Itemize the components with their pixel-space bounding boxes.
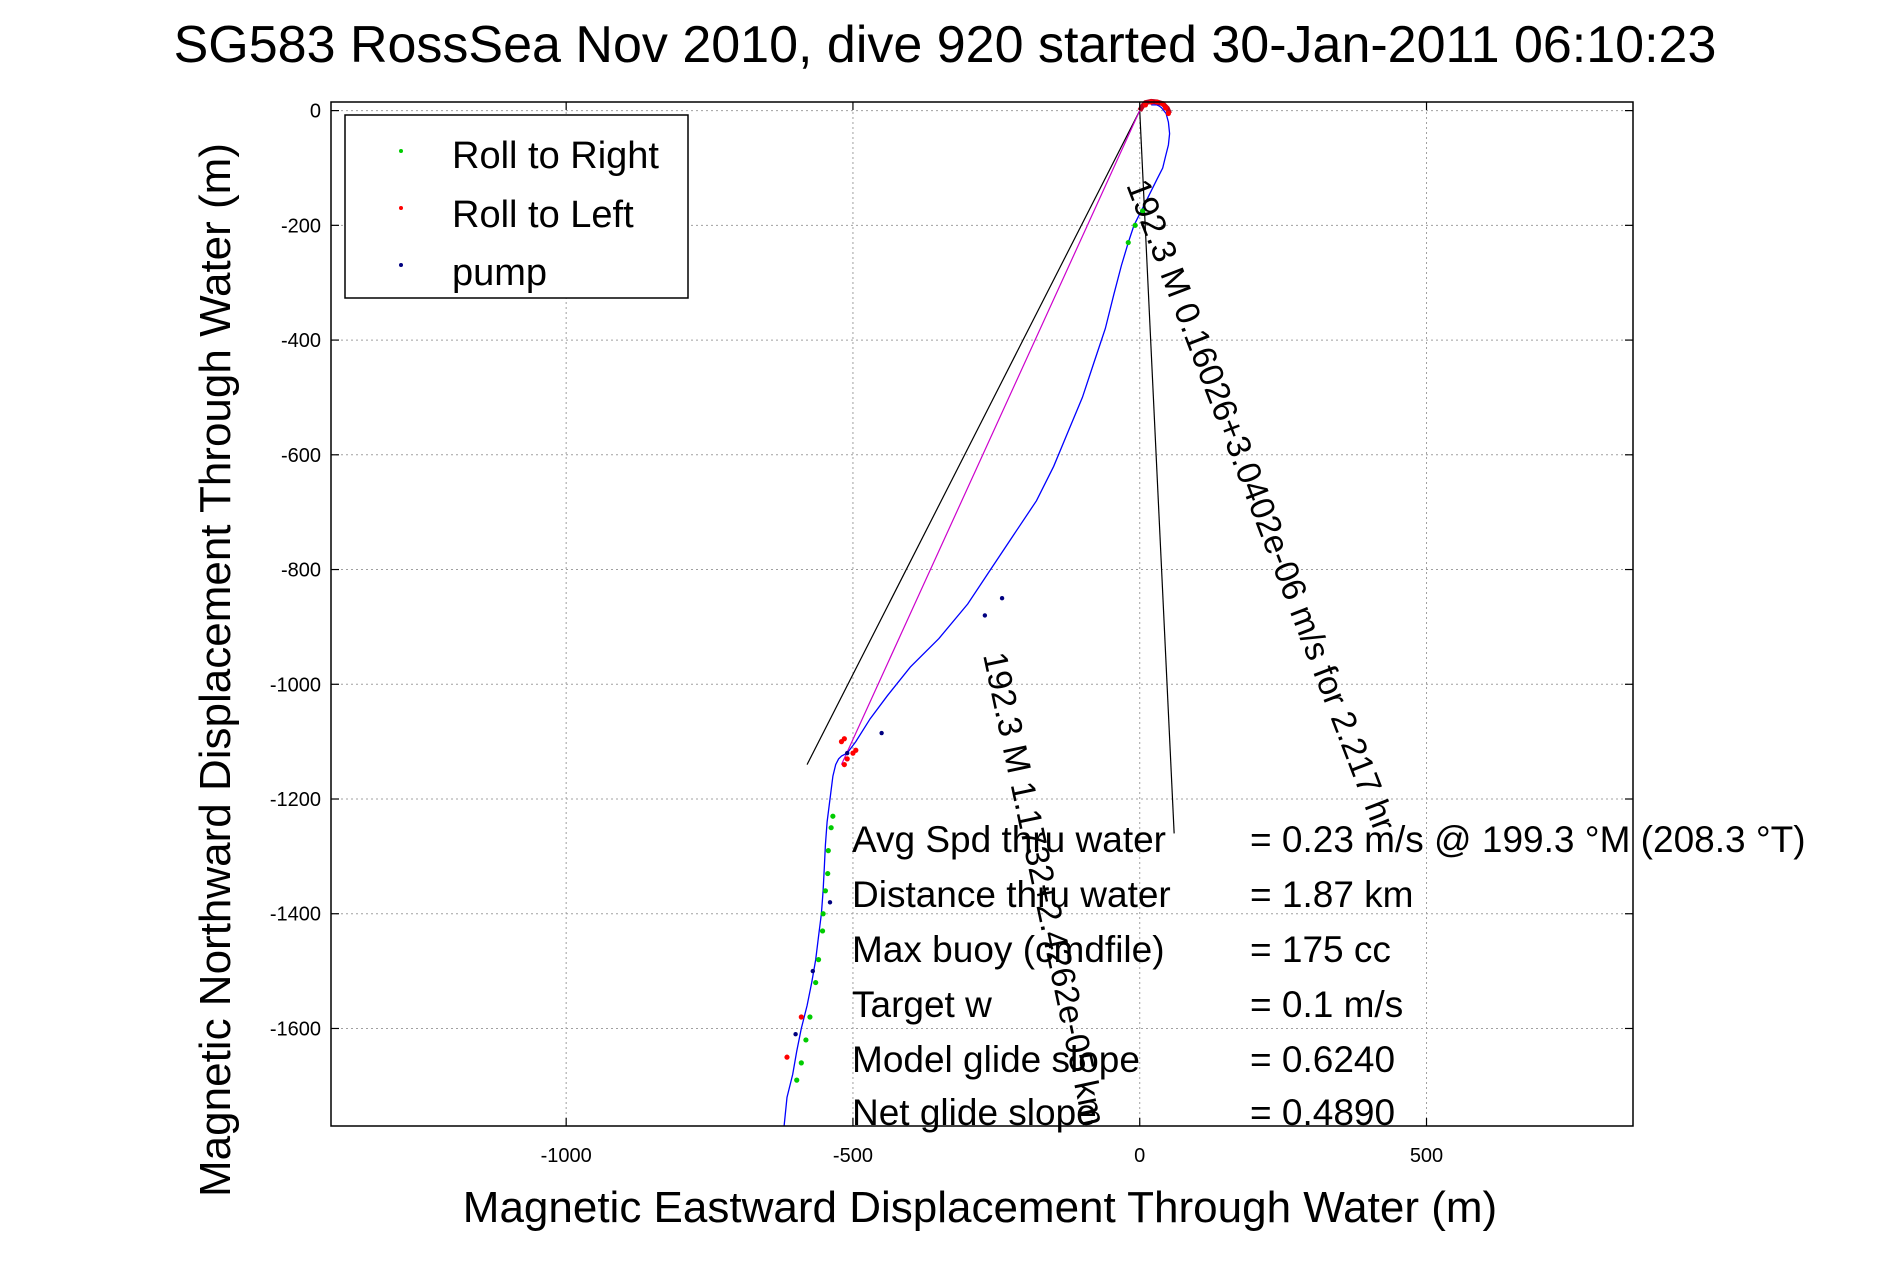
stat-value-model-glide: = 0.6240 bbox=[1250, 1039, 1395, 1080]
roll-left-point bbox=[841, 761, 847, 768]
roll-left-point bbox=[844, 756, 850, 762]
x-tick-label: -1000 bbox=[541, 1145, 592, 1167]
stat-label-distance: Distance thru water bbox=[852, 874, 1171, 915]
pump-point bbox=[793, 1032, 798, 1037]
annotation-line bbox=[806, 110, 1141, 765]
legend-label-roll-left: Roll to Left bbox=[452, 194, 634, 236]
legend-marker-roll-left bbox=[399, 206, 403, 210]
roll-right-point bbox=[820, 911, 826, 917]
stat-label-model-glide: Model glide slope bbox=[852, 1039, 1140, 1080]
direction-speed-annotation: 192.3 M 0.16026+3.0402e-06 m/s for 2.217… bbox=[1119, 174, 1403, 836]
roll-right-point bbox=[815, 957, 822, 963]
dive-statistics: Avg Spd thru water = 0.23 m/s @ 199.3 °M… bbox=[852, 819, 1806, 1133]
stat-value-max-buoy: = 175 cc bbox=[1250, 929, 1391, 970]
tick-labels: -1000 -500 0 500 0 -200 -400 -600 -800 -1000 -1200… bbox=[270, 101, 1633, 1167]
pump-point bbox=[827, 900, 833, 905]
roll-right-point bbox=[828, 825, 834, 831]
legend-marker-pump bbox=[399, 263, 403, 267]
roll-right-point bbox=[798, 1060, 804, 1066]
markers-layer bbox=[784, 99, 1172, 1083]
stat-label-net-glide: Net glide slope bbox=[852, 1092, 1097, 1133]
y-tick-label: -1600 bbox=[270, 1018, 321, 1040]
plot-frame bbox=[330, 101, 1634, 1127]
stat-value-distance: = 1.87 km bbox=[1250, 874, 1414, 915]
roll-left-point bbox=[1165, 110, 1172, 117]
series-layer bbox=[783, 98, 1172, 1127]
roll-left-point bbox=[841, 736, 847, 742]
y-tick-label: -1000 bbox=[270, 674, 321, 696]
stat-value-net-glide: = 0.4890 bbox=[1250, 1092, 1395, 1133]
annotation-line bbox=[1139, 110, 1175, 834]
pump-point bbox=[982, 613, 988, 618]
stat-value-target-w: = 0.1 m/s bbox=[1250, 984, 1403, 1025]
y-tick-label: -1200 bbox=[270, 789, 321, 811]
y-tick-label: -400 bbox=[281, 330, 321, 352]
roll-right-point bbox=[1139, 208, 1146, 214]
roll-right-point bbox=[794, 1077, 800, 1083]
roll-right-point bbox=[813, 979, 819, 986]
pump-point bbox=[845, 750, 850, 756]
roll-right-point bbox=[822, 888, 829, 894]
roll-right-point bbox=[807, 1014, 813, 1020]
stat-label-target-w: Target w bbox=[852, 984, 992, 1025]
y-tick-label: -200 bbox=[281, 215, 321, 237]
glider-track-line bbox=[783, 104, 1171, 1127]
y-tick-label: 0 bbox=[310, 101, 321, 123]
roll-right-point bbox=[825, 870, 831, 877]
pump-point bbox=[879, 730, 884, 736]
legend-label-roll-right: Roll to Right bbox=[452, 135, 659, 177]
x-tick-label: -500 bbox=[833, 1145, 873, 1167]
roll-right-point bbox=[803, 1037, 809, 1043]
roll-right-point bbox=[819, 928, 826, 934]
legend-marker-roll-right bbox=[399, 149, 403, 153]
stat-value-avg-speed: = 0.23 m/s @ 199.3 °M (208.3 °T) bbox=[1250, 819, 1806, 860]
y-tick-label: -600 bbox=[281, 445, 321, 467]
roll-right-point bbox=[1132, 222, 1138, 228]
roll-left-point bbox=[1142, 102, 1149, 108]
roll-right-point bbox=[825, 848, 831, 854]
y-tick-label: -800 bbox=[281, 560, 321, 582]
pump-point bbox=[999, 596, 1005, 601]
roll-right-point bbox=[830, 813, 836, 819]
stat-label-max-buoy: Max buoy (cmdfile) bbox=[852, 929, 1165, 970]
roll-left-point bbox=[784, 1054, 790, 1060]
legend-label-pump: pump bbox=[452, 252, 547, 294]
pump-point bbox=[810, 968, 815, 974]
roll-left-point bbox=[1162, 105, 1169, 111]
grid-lines bbox=[331, 102, 1633, 1126]
y-axis-label: Magnetic Northward Displacement Through … bbox=[191, 143, 240, 1197]
annotation-lines bbox=[806, 110, 1175, 834]
x-axis-label: Magnetic Eastward Displacement Through W… bbox=[463, 1183, 1497, 1232]
mean-direction-line bbox=[840, 110, 1141, 765]
roll-right-point bbox=[1125, 239, 1131, 246]
x-tick-label: 500 bbox=[1410, 1145, 1443, 1167]
roll-left-point bbox=[798, 1014, 804, 1020]
roll-left-point bbox=[853, 747, 859, 753]
legend: Roll to Right Roll to Left pump bbox=[344, 114, 689, 299]
stat-label-avg-speed: Avg Spd thru water bbox=[852, 819, 1166, 860]
y-tick-label: -1400 bbox=[270, 904, 321, 926]
x-tick-label: 0 bbox=[1134, 1145, 1145, 1167]
chart-title: SG583 RossSea Nov 2010, dive 920 started… bbox=[174, 16, 1717, 74]
